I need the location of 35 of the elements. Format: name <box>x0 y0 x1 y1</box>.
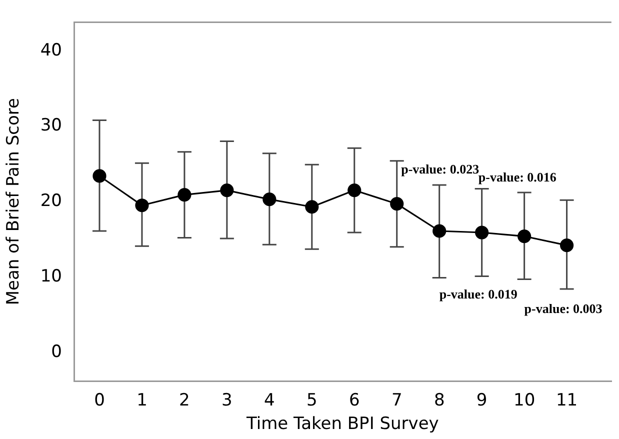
x-axis-title: Time Taken BPI Survey <box>246 414 439 434</box>
x-tick-label: 4 <box>264 390 275 411</box>
annotation: p-value: 0.023 <box>401 161 480 176</box>
x-tick-label: 6 <box>348 390 360 411</box>
point <box>135 198 149 212</box>
annotation: p-value: 0.003 <box>524 300 603 316</box>
y-axis-title: Mean of Brief Pain Score <box>4 98 24 306</box>
y-tick-label: 0 <box>51 342 62 362</box>
y-tick-label: 40 <box>40 40 62 60</box>
point <box>262 192 276 206</box>
point <box>348 183 362 198</box>
point <box>92 169 106 183</box>
y-tick-label: 10 <box>40 266 62 286</box>
annotation: p-value: 0.019 <box>439 286 518 302</box>
x-tick-label: 0 <box>94 390 105 411</box>
y-tick-label: 20 <box>40 191 62 212</box>
x-tick-label: 7 <box>391 390 402 411</box>
point <box>390 197 404 211</box>
x-tick-label: 2 <box>179 390 190 411</box>
x-tick-label: 1 <box>136 390 148 411</box>
annotation: p-value: 0.016 <box>478 170 557 185</box>
x-tick-label: 9 <box>476 390 488 411</box>
point <box>560 238 574 252</box>
point <box>220 183 234 198</box>
y-tick-label: 30 <box>40 116 62 136</box>
point <box>475 226 489 240</box>
x-tick-label: 11 <box>556 390 578 411</box>
point <box>305 200 319 214</box>
x-tick-label: 5 <box>306 390 318 411</box>
point <box>432 224 446 238</box>
point <box>178 188 192 202</box>
x-tick-label: 10 <box>513 390 536 411</box>
x-tick-label: 8 <box>434 390 445 411</box>
point <box>518 229 532 244</box>
x-tick-label: 3 <box>222 390 232 411</box>
